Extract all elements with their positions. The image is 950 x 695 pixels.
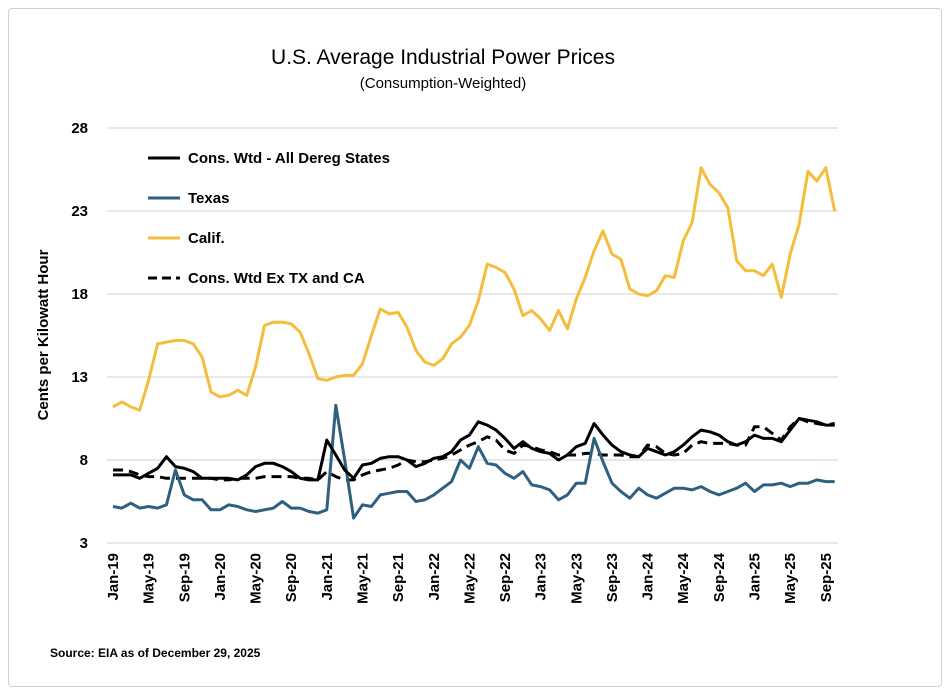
x-tick-label: May-25 bbox=[782, 553, 799, 604]
legend-label: Cons. Wtd - All Dereg States bbox=[188, 150, 390, 167]
x-tick-label: Sep-24 bbox=[711, 552, 728, 602]
y-tick-label: 28 bbox=[71, 120, 88, 137]
x-tick-label: Jan-20 bbox=[212, 553, 229, 601]
x-tick-label: Jan-24 bbox=[640, 552, 657, 600]
x-tick-label: Sep-20 bbox=[283, 553, 300, 602]
legend-label: Texas bbox=[188, 190, 229, 207]
x-tick-label: Jan-25 bbox=[747, 553, 764, 601]
series-line-0 bbox=[113, 417, 835, 482]
source-note: Source: EIA as of December 29, 2025 bbox=[50, 646, 261, 660]
x-tick-label: Sep-23 bbox=[604, 553, 621, 602]
chart-title: U.S. Average Industrial Power Prices bbox=[271, 46, 615, 69]
y-tick-label: 3 bbox=[80, 535, 88, 552]
legend-label: Calif. bbox=[188, 230, 225, 247]
x-tick-label: Jan-19 bbox=[105, 553, 122, 601]
chart-subtitle: (Consumption-Weighted) bbox=[360, 75, 526, 92]
x-tick-label: May-21 bbox=[354, 553, 371, 604]
x-tick-label: May-24 bbox=[675, 552, 692, 604]
x-tick-label: Sep-22 bbox=[497, 553, 514, 602]
x-tick-label: May-22 bbox=[461, 553, 478, 604]
x-tick-label: Sep-25 bbox=[818, 553, 835, 602]
x-tick-label: May-20 bbox=[248, 553, 265, 604]
y-tick-label: 8 bbox=[80, 452, 88, 469]
x-tick-label: May-23 bbox=[568, 553, 585, 604]
chart-frame bbox=[8, 8, 942, 687]
x-tick-label: Jan-22 bbox=[426, 553, 443, 601]
x-tick-label: Sep-19 bbox=[176, 553, 193, 602]
y-tick-label: 23 bbox=[71, 203, 88, 220]
x-tick-label: Jan-21 bbox=[319, 553, 336, 601]
series-line-2 bbox=[112, 166, 837, 412]
y-axis-label: Cents per Kilowatt Hour bbox=[35, 249, 52, 420]
x-tick-label: May-19 bbox=[141, 553, 158, 604]
y-tick-label: 18 bbox=[71, 286, 88, 303]
series-line-1 bbox=[112, 403, 835, 520]
x-tick-label: Sep-21 bbox=[390, 553, 407, 602]
legend-label: Cons. Wtd Ex TX and CA bbox=[188, 270, 365, 287]
y-tick-label: 13 bbox=[71, 369, 88, 386]
x-tick-label: Jan-23 bbox=[533, 553, 550, 601]
